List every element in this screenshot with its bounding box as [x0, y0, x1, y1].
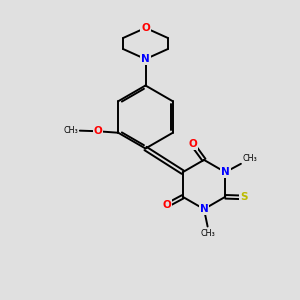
Text: N: N [200, 204, 208, 214]
Text: O: O [141, 23, 150, 33]
Text: N: N [141, 54, 150, 64]
Text: O: O [93, 126, 102, 136]
Text: O: O [163, 200, 172, 210]
Text: O: O [188, 139, 197, 149]
Text: CH₃: CH₃ [242, 154, 257, 163]
Text: CH₃: CH₃ [200, 229, 215, 238]
Text: CH₃: CH₃ [63, 126, 78, 135]
Text: N: N [221, 167, 230, 177]
Text: S: S [240, 192, 248, 203]
